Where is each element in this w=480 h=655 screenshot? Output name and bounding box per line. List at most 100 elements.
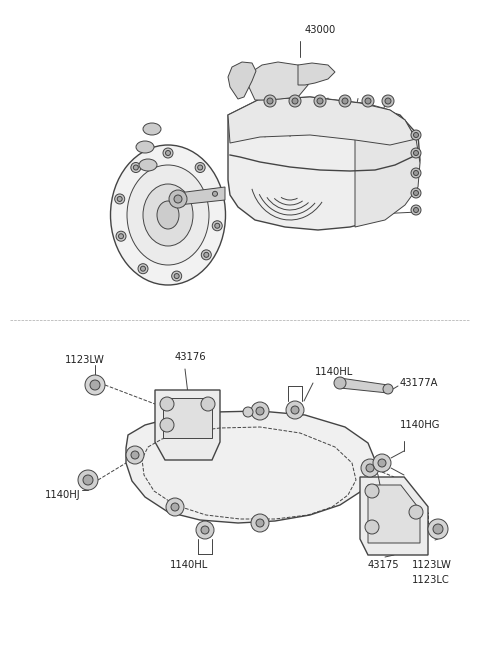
Circle shape: [174, 274, 179, 278]
Ellipse shape: [157, 201, 179, 229]
Circle shape: [385, 98, 391, 104]
Circle shape: [83, 475, 93, 485]
Circle shape: [383, 384, 393, 394]
Text: 43177A: 43177A: [400, 378, 439, 388]
Circle shape: [291, 406, 299, 414]
Circle shape: [411, 188, 421, 198]
Polygon shape: [126, 411, 375, 523]
Circle shape: [78, 470, 98, 490]
Circle shape: [210, 189, 220, 199]
Circle shape: [342, 98, 348, 104]
Circle shape: [160, 418, 174, 432]
Circle shape: [141, 266, 145, 271]
Circle shape: [413, 151, 419, 155]
Circle shape: [251, 514, 269, 532]
Circle shape: [201, 397, 215, 411]
Circle shape: [413, 191, 419, 195]
Polygon shape: [155, 390, 220, 460]
Ellipse shape: [143, 184, 193, 246]
Circle shape: [361, 459, 379, 477]
Circle shape: [378, 459, 386, 467]
Circle shape: [365, 98, 371, 104]
Ellipse shape: [139, 159, 157, 171]
Circle shape: [289, 95, 301, 107]
Circle shape: [243, 407, 253, 417]
Circle shape: [138, 264, 148, 274]
Circle shape: [116, 231, 126, 241]
Circle shape: [382, 95, 394, 107]
Circle shape: [212, 221, 222, 231]
Circle shape: [366, 464, 374, 472]
Circle shape: [196, 521, 214, 539]
Circle shape: [267, 98, 273, 104]
Text: 43176: 43176: [175, 352, 206, 362]
Text: 1140HL: 1140HL: [315, 367, 353, 377]
Circle shape: [174, 195, 182, 203]
Circle shape: [292, 98, 298, 104]
Text: 1140HL: 1140HL: [170, 560, 208, 570]
Circle shape: [195, 162, 205, 172]
Circle shape: [411, 205, 421, 215]
Circle shape: [131, 451, 139, 459]
Polygon shape: [355, 103, 420, 227]
Circle shape: [215, 223, 220, 228]
Polygon shape: [228, 97, 416, 145]
Polygon shape: [298, 63, 335, 85]
Circle shape: [169, 190, 187, 208]
Circle shape: [160, 397, 174, 411]
Circle shape: [413, 170, 419, 176]
Circle shape: [251, 402, 269, 420]
Circle shape: [373, 454, 391, 472]
Polygon shape: [340, 378, 388, 393]
Circle shape: [133, 165, 138, 170]
Circle shape: [213, 191, 217, 196]
Circle shape: [126, 446, 144, 464]
Polygon shape: [163, 398, 212, 438]
Circle shape: [201, 526, 209, 534]
Circle shape: [428, 519, 448, 539]
Circle shape: [115, 194, 125, 204]
Circle shape: [264, 95, 276, 107]
Polygon shape: [228, 97, 420, 230]
Polygon shape: [360, 477, 428, 555]
Text: 1123LW: 1123LW: [412, 560, 452, 570]
Polygon shape: [228, 62, 256, 99]
Circle shape: [256, 407, 264, 415]
Circle shape: [204, 252, 209, 257]
Ellipse shape: [143, 123, 161, 135]
Text: 43000: 43000: [305, 25, 336, 35]
Circle shape: [117, 196, 122, 202]
Circle shape: [119, 234, 123, 238]
Ellipse shape: [136, 141, 154, 153]
Polygon shape: [178, 187, 225, 205]
Circle shape: [334, 377, 346, 389]
Circle shape: [365, 520, 379, 534]
Circle shape: [85, 375, 105, 395]
Text: 1140HG: 1140HG: [400, 420, 441, 430]
Circle shape: [411, 148, 421, 158]
Circle shape: [171, 503, 179, 511]
Circle shape: [172, 271, 182, 281]
Circle shape: [365, 484, 379, 498]
Circle shape: [362, 95, 374, 107]
Circle shape: [166, 151, 170, 155]
Circle shape: [433, 524, 443, 534]
Circle shape: [409, 505, 423, 519]
Circle shape: [201, 250, 211, 260]
Circle shape: [314, 95, 326, 107]
Text: 1123LC: 1123LC: [412, 575, 450, 585]
Circle shape: [131, 162, 141, 172]
Circle shape: [163, 148, 173, 158]
Ellipse shape: [127, 165, 209, 265]
Circle shape: [411, 130, 421, 140]
Text: 1123LW: 1123LW: [65, 355, 105, 365]
Polygon shape: [368, 485, 420, 543]
Circle shape: [413, 208, 419, 212]
Ellipse shape: [110, 145, 226, 285]
Circle shape: [411, 168, 421, 178]
Circle shape: [317, 98, 323, 104]
Text: 43175: 43175: [368, 560, 400, 570]
Circle shape: [413, 132, 419, 138]
Circle shape: [256, 519, 264, 527]
Circle shape: [339, 95, 351, 107]
